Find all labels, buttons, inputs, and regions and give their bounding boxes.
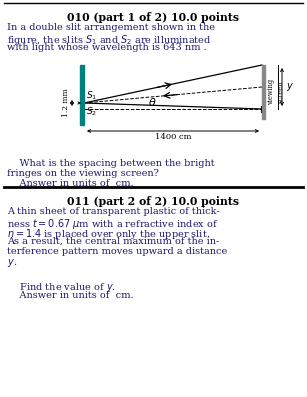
Text: $S_2$: $S_2$ <box>86 106 97 118</box>
Text: terference pattern moves upward a distance: terference pattern moves upward a distan… <box>7 247 227 256</box>
Text: 1400 cm: 1400 cm <box>155 133 191 141</box>
Bar <box>262 65 265 119</box>
Bar <box>80 65 84 125</box>
Text: $n = 1.4$ is placed over only the upper slit.: $n = 1.4$ is placed over only the upper … <box>7 227 210 241</box>
Text: A thin sheet of transparent plastic of thick-: A thin sheet of transparent plastic of t… <box>7 207 220 216</box>
Text: In a double slit arrangement shown in the: In a double slit arrangement shown in th… <box>7 23 215 32</box>
Text: $\theta$: $\theta$ <box>148 96 157 108</box>
Text: $y$.: $y$. <box>7 257 17 269</box>
Text: What is the spacing between the bright: What is the spacing between the bright <box>7 159 215 168</box>
Text: fringes on the viewing screen?: fringes on the viewing screen? <box>7 169 159 178</box>
Text: 010 (part 1 of 2) 10.0 points: 010 (part 1 of 2) 10.0 points <box>67 12 239 23</box>
Text: Answer in units of  cm.: Answer in units of cm. <box>7 179 134 188</box>
Text: 011 (part 2 of 2) 10.0 points: 011 (part 2 of 2) 10.0 points <box>67 196 239 207</box>
Text: As a result, the central maximum of the in-: As a result, the central maximum of the … <box>7 237 219 246</box>
Text: Find the value of $y$.: Find the value of $y$. <box>7 281 116 294</box>
Text: ness $t = 0.67$ $\mu$m with a refractive index of: ness $t = 0.67$ $\mu$m with a refractive… <box>7 217 219 231</box>
Text: 1.2 mm: 1.2 mm <box>62 89 70 118</box>
Text: $y$: $y$ <box>286 81 294 93</box>
Text: figure, the slits $S_1$ and $S_2$ are illuminated: figure, the slits $S_1$ and $S_2$ are il… <box>7 33 212 47</box>
Text: viewing
screen: viewing screen <box>267 79 284 105</box>
Text: Answer in units of  cm.: Answer in units of cm. <box>7 291 134 300</box>
Text: with light whose wavelength is 643 nm .: with light whose wavelength is 643 nm . <box>7 43 207 52</box>
Text: $S_1$: $S_1$ <box>86 90 97 102</box>
